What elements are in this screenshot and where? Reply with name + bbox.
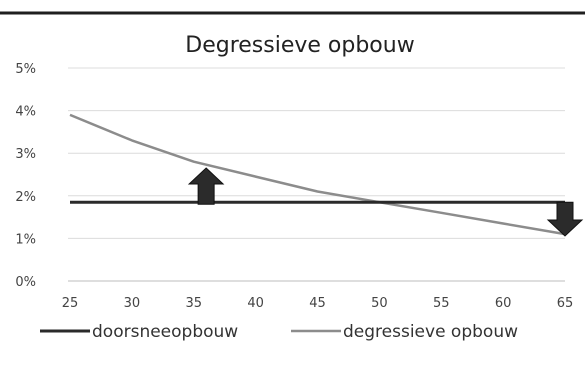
series-lines	[69, 113, 566, 236]
y-tick-label: 2%	[15, 190, 36, 205]
x-tick-label: 60	[495, 296, 512, 311]
y-tick-label: 4%	[15, 105, 36, 120]
x-tick-label: 55	[433, 296, 450, 311]
chart-title: Degressieve opbouw	[185, 33, 414, 58]
series-line-1	[69, 113, 566, 236]
legend: doorsneeopbouw degressieve opbouw	[40, 322, 518, 342]
x-axis-ticks: 25 30 35 40 45 50 55 60 65	[62, 296, 574, 311]
x-tick-label: 25	[62, 296, 79, 311]
x-tick-label: 35	[185, 296, 202, 311]
y-tick-label: 3%	[15, 147, 36, 162]
legend-label-0: doorsneeopbouw	[92, 322, 238, 342]
legend-label-1: degressieve opbouw	[343, 322, 518, 342]
y-tick-label: 0%	[15, 275, 36, 290]
arrow-up-icon	[187, 167, 225, 205]
annotation-arrows	[187, 167, 584, 237]
y-tick-label: 1%	[15, 232, 36, 247]
x-tick-label: 65	[557, 296, 574, 311]
x-tick-label: 45	[309, 296, 326, 311]
x-tick-label: 50	[371, 296, 388, 311]
arrow-down-icon	[546, 201, 584, 237]
x-tick-label: 40	[247, 296, 264, 311]
x-tick-label: 30	[124, 296, 141, 311]
y-tick-label: 5%	[15, 62, 36, 77]
grid-lines	[68, 67, 565, 282]
y-axis-ticks: 0% 1% 2% 3% 4% 5%	[15, 62, 36, 290]
